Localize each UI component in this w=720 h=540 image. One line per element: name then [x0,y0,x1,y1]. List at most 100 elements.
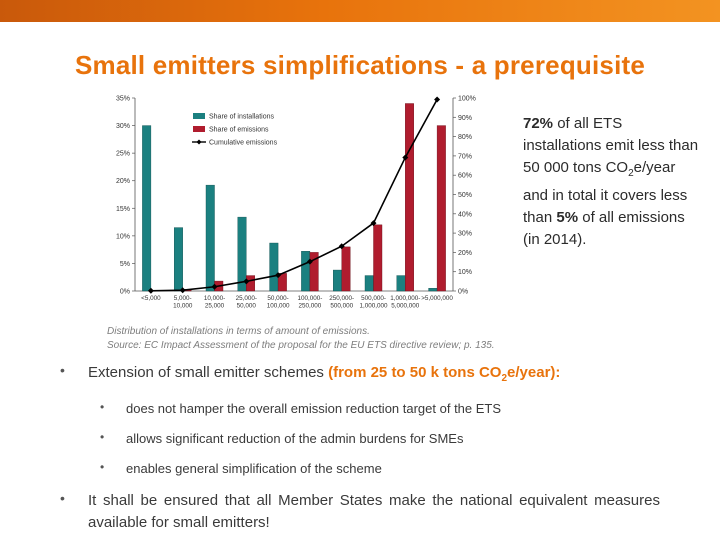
x-tick-label: 500,000 [330,303,353,310]
right-tick-label: 50% [458,192,472,199]
bar-share-of-installations [237,216,247,292]
right-tick-label: 60% [458,173,472,180]
sub-bullet-marker: • [100,400,105,414]
cumulative-emissions-marker [338,243,345,250]
side-note-subscript: 2 [628,168,634,179]
left-tick-label: 15% [116,206,130,213]
top-accent-band [0,0,720,22]
x-tick-label: 10,000- [204,295,225,302]
cumulative-emissions-line [150,99,438,292]
x-tick-label: 100,000- [297,295,322,302]
side-note-text-3: of all emissions (in 2014). [523,209,685,248]
right-tick-label: 90% [458,115,472,122]
caption-line-2: Source: EC Impact Assessment of the prop… [107,340,495,351]
right-tick-label: 20% [458,250,472,257]
right-tick-label: 10% [458,269,472,276]
x-tick-label: 5,000- [174,295,192,302]
bar-share-of-installations [142,125,152,292]
cumulative-emissions-marker [275,272,282,279]
x-tick-label: 1,000,000- [390,295,420,302]
sub-bullet-item: • enables general simplification of the … [100,460,660,478]
legend-marker-cumulative [196,139,202,145]
bullet-text-member-states: It shall be ensured that all Member Stat… [88,492,660,531]
sub-bullet-marker: • [100,430,105,444]
bar-share-of-emissions [373,224,383,292]
legend-swatch-emissions [193,126,205,132]
cumulative-emissions-marker [434,96,441,103]
right-tick-label: 30% [458,231,472,238]
left-tick-label: 5% [120,261,130,268]
side-note-text-1: of all ETS installations emit less than … [523,115,699,176]
side-note-pct-installations: 72% [523,115,554,132]
x-tick-label: 25,000- [236,295,257,302]
right-tick-label: 70% [458,153,472,160]
left-tick-label: 20% [116,178,130,185]
bullet-highlight-end: e/year): [507,364,561,381]
bar-share-of-installations [364,275,374,292]
bar-share-of-installations [301,251,311,292]
bar-share-of-installations [428,288,438,292]
bar-share-of-installations [332,269,342,292]
sub-bullet-marker: • [100,460,105,474]
sub-bullet-item: • allows significant reduction of the ad… [100,430,660,448]
x-tick-label: 1,000,000 [359,303,388,310]
slide-title: Small emitters simplifications - a prere… [74,50,646,80]
side-note-pct-emissions: 5% [556,209,579,226]
right-tick-label: 40% [458,211,472,218]
cumulative-emissions-marker [306,258,313,265]
side-note: 72% of all ETS installations emit less t… [523,113,703,251]
bar-share-of-installations [396,275,406,292]
legend-label-installations: Share of installations [209,114,274,121]
bullet-marker: • [60,490,65,506]
left-tick-label: 30% [116,123,130,130]
right-tick-label: 100% [458,96,476,103]
bullet-text-extension: Extension of small emitter schemes (from… [88,362,560,390]
bullet-list: • Extension of small emitter schemes (fr… [60,362,660,534]
sub-bullet-text: enables general simplification of the sc… [126,461,382,476]
bar-share-of-emissions [246,275,256,292]
legend-swatch-installations [193,113,205,119]
cumulative-emissions-marker [211,283,218,290]
x-tick-label: 250,000 [299,303,322,310]
x-tick-label: <5,000 [141,295,161,302]
side-note-text-2: e/year and in total it covers less than [523,159,688,226]
bullet-highlight-start: (from 25 to 50 k tons CO [328,364,502,381]
bar-share-of-emissions [309,252,319,292]
cumulative-emissions-marker [147,287,154,294]
legend-label-emissions: Share of emissions [209,127,269,134]
chart-caption: Distribution of installations in terms o… [107,325,667,353]
cumulative-emissions-marker [179,287,186,294]
caption-line-1: Distribution of installations in terms o… [107,326,370,337]
left-tick-label: 0% [120,289,130,296]
x-tick-label: 50,000 [237,303,257,310]
bar-share-of-installations [173,227,183,292]
cumulative-emissions-marker [243,278,250,285]
x-tick-label: 5,000,000 [391,303,420,310]
x-tick-label: 250,000- [329,295,354,302]
x-tick-label: 10,000 [173,303,193,310]
right-tick-label: 0% [458,289,468,296]
legend-label-cumulative: Cumulative emissions [209,140,278,147]
bar-share-of-emissions [436,125,446,292]
x-tick-label: 25,000 [205,303,225,310]
bar-share-of-installations [205,184,215,292]
x-tick-label: >5,000,000 [421,295,453,302]
x-tick-label: 500,000- [361,295,386,302]
x-tick-label: 50,000- [267,295,288,302]
right-tick-label: 80% [458,134,472,141]
left-tick-label: 25% [116,151,130,158]
bullet-text-highlight: (from 25 to 50 k tons CO2e/year): [328,364,561,384]
bullet-item-extension: • Extension of small emitter schemes (fr… [60,362,660,390]
bar-share-of-emissions [405,103,414,292]
bar-share-of-emissions [341,246,351,292]
x-tick-label: 100,000 [267,303,290,310]
bullet-item-member-states: • It shall be ensured that all Member St… [60,490,660,534]
bullet-highlight-subscript: 2 [501,373,508,384]
bullet-marker: • [60,362,65,378]
left-tick-label: 35% [116,96,130,103]
sub-bullet-text: allows significant reduction of the admi… [126,431,464,446]
cumulative-emissions-marker [402,154,409,161]
emissions-distribution-chart: 0% 5% 10% 15% 20% 25% 30% 35% 0% 10% 20% 30% 40% 50% 6… [116,96,476,310]
left-tick-label: 10% [116,233,130,240]
cumulative-emissions-marker [370,220,377,227]
